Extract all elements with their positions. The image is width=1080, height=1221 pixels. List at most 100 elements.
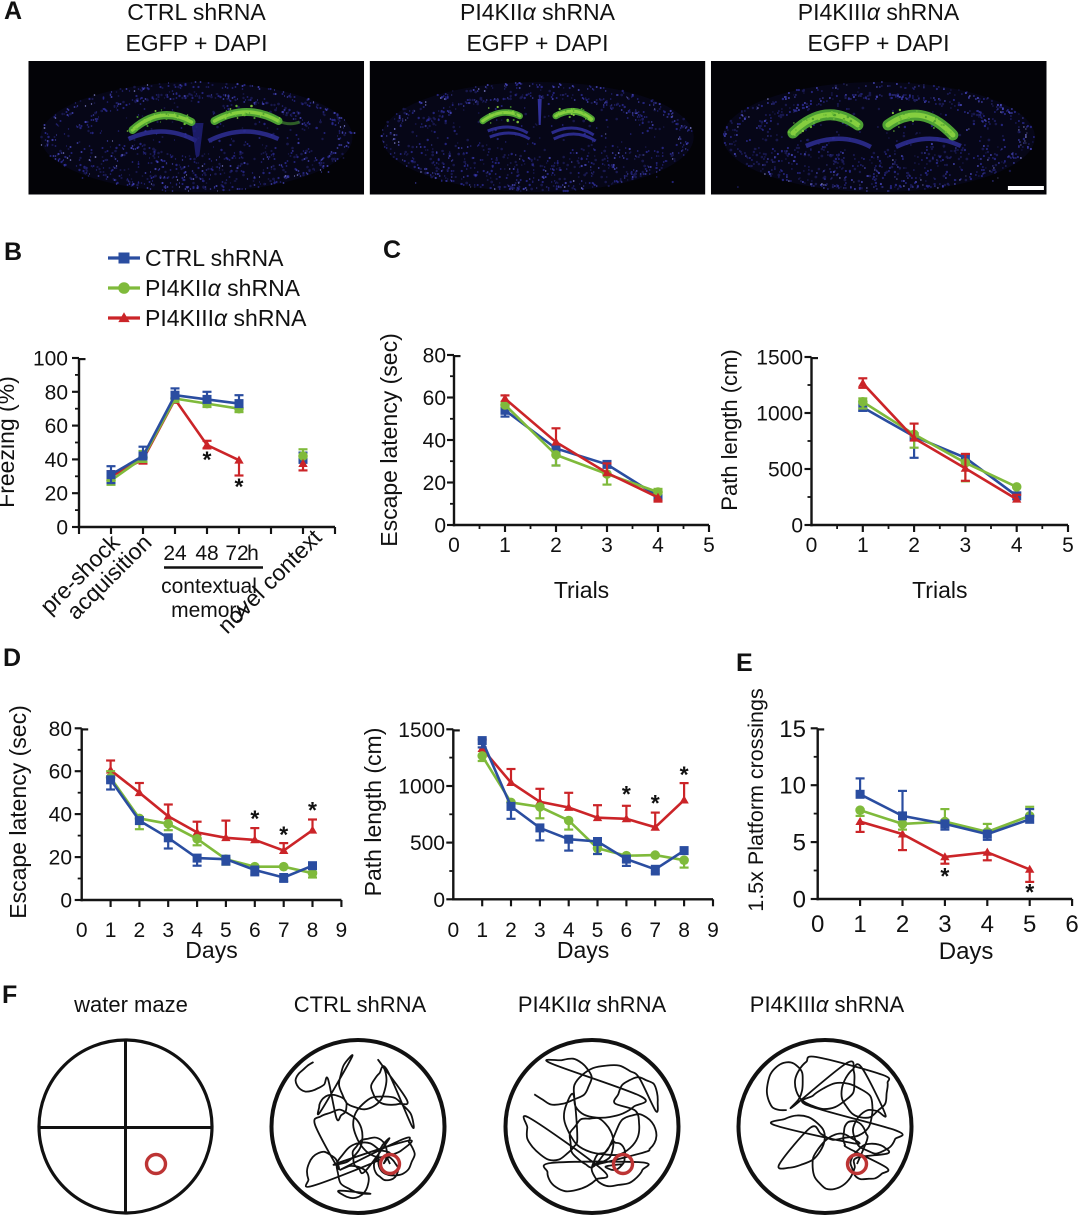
svg-text:2: 2 [896,911,909,938]
svg-text:500: 500 [410,832,445,855]
svg-text:40: 40 [45,449,68,472]
svg-text:15: 15 [779,716,806,743]
svg-text:h: h [247,542,259,565]
svg-text:80: 80 [45,381,68,404]
svg-text:0: 0 [791,515,803,538]
svg-text:EGFP + DAPI: EGFP + DAPI [807,30,949,56]
svg-text:1: 1 [499,534,511,557]
svg-text:0: 0 [433,889,445,912]
svg-text:6: 6 [621,919,633,942]
svg-text:60: 60 [49,761,72,784]
svg-text:0: 0 [447,919,459,942]
svg-text:D: D [3,644,21,672]
svg-text:CTRL shRNA: CTRL shRNA [127,0,266,25]
svg-text:8: 8 [678,919,690,942]
svg-text:0: 0 [60,890,72,913]
svg-text:C: C [383,236,401,264]
svg-text:*: * [1025,879,1034,905]
svg-text:5: 5 [1062,534,1074,557]
svg-text:5: 5 [220,919,232,942]
svg-text:5: 5 [703,534,715,557]
svg-text:*: * [680,762,689,788]
svg-text:3: 3 [938,911,951,938]
svg-text:Trials: Trials [554,577,609,603]
svg-text:4: 4 [191,919,203,942]
svg-text:0: 0 [806,534,818,557]
svg-text:9: 9 [336,919,348,942]
svg-text:*: * [250,805,259,831]
svg-text:10: 10 [779,773,806,800]
svg-text:Days: Days [939,938,994,965]
svg-text:24: 24 [163,542,187,565]
svg-text:20: 20 [423,472,446,495]
svg-text:7: 7 [649,919,661,942]
svg-text:4: 4 [981,911,994,938]
svg-text:3: 3 [534,919,546,942]
svg-text:4: 4 [1011,534,1023,557]
svg-text:*: * [622,781,631,807]
svg-text:20: 20 [49,847,72,870]
svg-text:7: 7 [278,919,290,942]
svg-text:CTRL shRNA: CTRL shRNA [145,245,284,271]
svg-text:2: 2 [134,919,146,942]
svg-text:80: 80 [49,718,72,741]
svg-text:F: F [2,981,17,1009]
svg-text:40: 40 [49,804,72,827]
svg-text:CTRL shRNA: CTRL shRNA [294,992,427,1017]
svg-text:48: 48 [195,542,218,565]
svg-text:PI4KIIIα shRNA: PI4KIIIα shRNA [798,0,960,25]
svg-text:A: A [4,0,22,25]
svg-text:Trials: Trials [912,577,967,603]
svg-text:8: 8 [307,919,319,942]
svg-text:PI4KIIα shRNA: PI4KIIα shRNA [518,992,667,1017]
svg-text:1: 1 [476,919,488,942]
svg-text:5: 5 [592,919,604,942]
svg-text:2: 2 [908,534,920,557]
svg-text:1000: 1000 [398,776,445,799]
svg-text:500: 500 [768,459,803,482]
svg-text:100: 100 [33,348,68,371]
svg-text:0: 0 [448,534,460,557]
svg-text:72: 72 [225,542,248,565]
svg-text:E: E [736,649,753,677]
svg-text:Path length (cm): Path length (cm) [717,349,742,510]
svg-text:1: 1 [857,534,869,557]
svg-text:Freezing (%): Freezing (%) [0,376,19,508]
svg-text:*: * [308,797,317,823]
svg-text:4: 4 [563,919,575,942]
svg-text:*: * [203,446,212,472]
svg-text:6: 6 [249,919,261,942]
svg-text:1.5x Platform crossings: 1.5x Platform crossings [744,688,768,911]
svg-text:Escape latency (sec): Escape latency (sec) [376,333,402,546]
svg-text:*: * [651,790,660,816]
svg-text:0: 0 [811,911,824,938]
svg-text:Path length (cm): Path length (cm) [360,728,386,897]
svg-text:PI4KIIα shRNA: PI4KIIα shRNA [460,0,616,25]
svg-text:Escape latency (sec): Escape latency (sec) [5,705,31,918]
svg-text:PI4KIIIα shRNA: PI4KIIIα shRNA [145,305,307,331]
svg-text:EGFP + DAPI: EGFP + DAPI [125,30,267,56]
svg-text:0: 0 [434,515,446,538]
svg-text:1500: 1500 [398,719,445,742]
svg-text:*: * [235,473,244,499]
svg-text:1: 1 [105,919,117,942]
svg-text:60: 60 [45,415,68,438]
svg-text:0: 0 [76,919,88,942]
svg-text:40: 40 [423,430,446,453]
svg-text:6: 6 [1065,911,1078,938]
svg-text:5: 5 [1023,911,1036,938]
svg-text:20: 20 [45,483,68,506]
svg-text:0: 0 [793,887,806,914]
svg-text:*: * [940,863,949,889]
svg-text:B: B [4,238,22,266]
svg-text:1000: 1000 [756,403,803,426]
svg-text:EGFP + DAPI: EGFP + DAPI [466,30,608,56]
svg-text:4: 4 [652,534,664,557]
svg-text:memory: memory [171,599,247,622]
svg-text:0: 0 [56,517,68,540]
svg-text:9: 9 [707,919,719,942]
svg-text:2: 2 [505,919,517,942]
svg-text:contextual: contextual [161,575,257,598]
svg-text:PI4KIIIα shRNA: PI4KIIIα shRNA [750,992,905,1017]
svg-text:1: 1 [853,911,866,938]
